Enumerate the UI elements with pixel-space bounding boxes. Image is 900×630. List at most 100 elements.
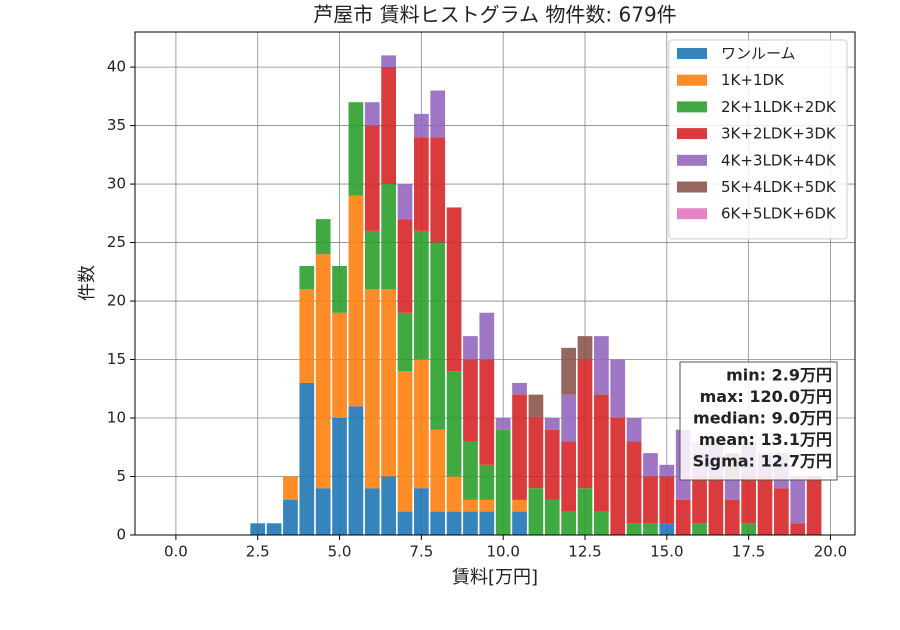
bar: [332, 418, 347, 535]
bar: [724, 476, 740, 500]
bar: [544, 418, 560, 430]
legend-label: 2K+1LDK+2DK: [721, 98, 837, 116]
bar: [643, 523, 658, 535]
bar: [283, 476, 298, 500]
x-tick-label: 20.0: [814, 543, 847, 561]
bar: [643, 453, 658, 477]
bar: [414, 113, 429, 138]
bar: [348, 406, 364, 535]
bar: [561, 441, 576, 512]
bar: [446, 476, 462, 512]
x-tick-label: 7.5: [409, 543, 433, 561]
y-tick-label: 0: [116, 526, 126, 544]
bar: [430, 90, 446, 138]
bar: [610, 418, 626, 535]
bar: [364, 102, 380, 126]
plot-frame: [134, 31, 856, 536]
bar: [381, 476, 396, 535]
bar: [610, 359, 626, 419]
bar: [332, 312, 347, 419]
bar: [741, 523, 756, 535]
y-axis-label: 件数: [77, 265, 98, 301]
bar: [283, 499, 298, 535]
bar: [774, 488, 789, 535]
bar: [414, 137, 429, 231]
bar: [741, 476, 756, 524]
y-tick-label: 40: [107, 58, 126, 76]
bar: [397, 371, 413, 512]
bar: [528, 394, 544, 419]
bar: [643, 476, 658, 524]
bar: [414, 488, 429, 535]
bar: [266, 523, 282, 535]
chart-title: 芦屋市 賃料ヒストグラム 物件数: 679件: [313, 3, 676, 27]
bar: [315, 219, 331, 255]
bar: [479, 464, 495, 500]
bar: [397, 184, 413, 220]
bar: [479, 359, 495, 465]
bar: [479, 499, 495, 512]
y-tick-label: 10: [107, 409, 126, 427]
bar: [463, 511, 478, 535]
bar: [299, 382, 315, 535]
y-tick-label: 35: [107, 116, 126, 134]
x-axis-label: 賃料[万円]: [452, 567, 538, 588]
bar: [397, 511, 413, 535]
bar: [659, 464, 675, 477]
y-tick-label: 5: [116, 467, 126, 485]
bar: [299, 289, 315, 383]
bar: [806, 476, 822, 535]
legend-label: 4K+3LDK+4DK: [721, 151, 837, 169]
x-tick-label: 12.5: [568, 543, 601, 561]
legend-swatch: [677, 48, 707, 59]
bar: [381, 55, 396, 68]
bar: [544, 499, 560, 535]
bar: [397, 312, 413, 372]
bar: [463, 336, 478, 360]
stats-text: mean: 13.1万円: [699, 430, 832, 449]
bar: [348, 102, 364, 196]
bar: [315, 488, 331, 535]
legend-swatch: [677, 101, 707, 113]
bar: [594, 511, 609, 535]
bar: [790, 523, 806, 535]
bar: [348, 195, 364, 407]
bar: [315, 254, 331, 489]
legend-label: 5K+4LDK+5DK: [721, 178, 837, 196]
x-tick-label: 15.0: [650, 543, 683, 561]
bar: [626, 441, 642, 524]
y-tick-label: 20: [107, 292, 126, 310]
y-tick-label: 25: [107, 233, 126, 251]
bar: [479, 511, 495, 535]
bar: [446, 207, 462, 372]
bar: [495, 418, 511, 430]
bar: [332, 265, 347, 313]
bar: [594, 394, 609, 512]
bar: [626, 523, 642, 535]
legend-label: 3K+2LDK+3DK: [721, 125, 837, 143]
bar: [364, 125, 380, 231]
bar: [299, 265, 315, 290]
x-tick-label: 5.0: [328, 543, 352, 561]
legend-label: ワンルーム: [721, 45, 796, 63]
bar: [381, 289, 396, 477]
bar: [790, 476, 806, 524]
bar: [675, 499, 691, 535]
legend-swatch: [677, 208, 707, 220]
bar: [414, 230, 429, 360]
bar: [512, 382, 527, 395]
bar: [561, 511, 576, 535]
stats-box: [679, 361, 838, 481]
bar: [364, 488, 380, 535]
bar: [446, 511, 462, 535]
y-tick-label: 15: [107, 350, 126, 368]
legend-label: 6K+5LDK+6DK: [721, 205, 837, 223]
bar: [544, 429, 560, 500]
bar: [495, 429, 511, 535]
x-tick-label: 17.5: [732, 543, 765, 561]
bar: [561, 347, 576, 395]
bar: [364, 230, 380, 290]
bar: [430, 242, 446, 430]
legend-label: 1K+1DK: [721, 71, 785, 89]
bar: [446, 371, 462, 477]
